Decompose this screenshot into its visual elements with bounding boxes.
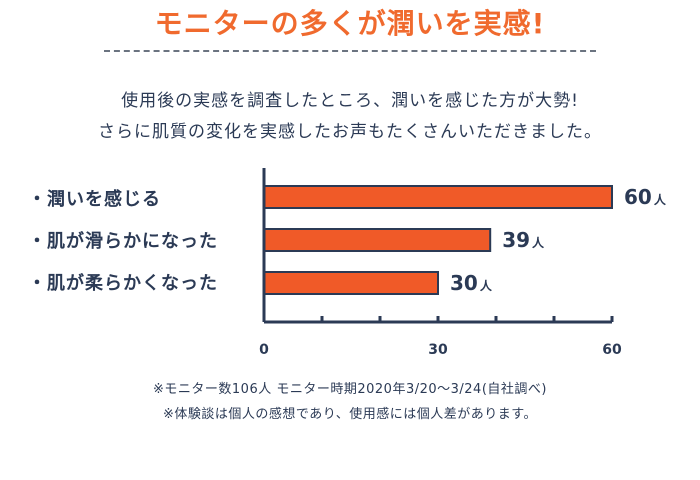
value-label-1: 39 人	[502, 228, 545, 252]
category-label-0: ・潤いを感じる	[28, 189, 161, 210]
tick-label-30: 30	[428, 342, 448, 358]
tick-label-0: 0	[259, 342, 269, 358]
bar-2	[263, 271, 439, 295]
category-label-1: ・肌が滑らかになった	[28, 231, 218, 252]
value-label-0: 60 人	[624, 185, 667, 209]
dashed-divider	[104, 50, 596, 52]
footnote-1: ※モニター数106人 モニター時期2020年3/20〜3/24(自社調べ)	[153, 382, 547, 397]
bar-0	[263, 185, 613, 209]
value-label-2: 30 人	[450, 271, 493, 295]
category-label-2: ・肌が柔らかくなった	[28, 273, 218, 294]
intro-line-2: さらに肌質の変化を実感したお声もたくさんいただきました。	[98, 122, 602, 142]
headline: モニターの多くが潤いを実感!	[154, 7, 546, 40]
bar-1	[263, 228, 492, 252]
footnote-2: ※体験談は個人の感想であり、使用感には個人差があります。	[163, 407, 537, 422]
intro-line-1: 使用後の実感を調査したところ、潤いを感じた方が大勢!	[121, 91, 579, 111]
tick-label-60: 60	[602, 342, 622, 358]
